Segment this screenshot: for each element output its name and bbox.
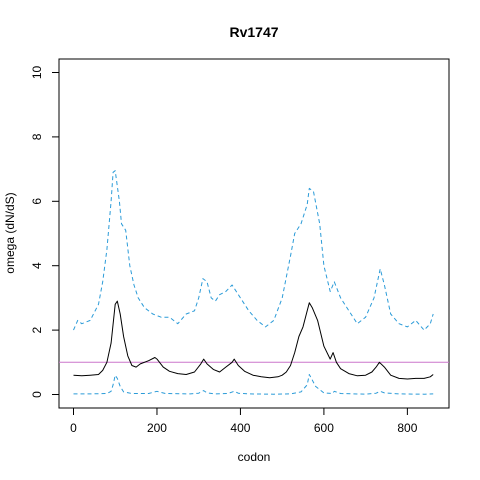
y-tick-label: 2 [30,326,44,333]
x-tick-label: 800 [397,421,417,435]
y-tick-label: 0 [30,391,44,398]
y-tick-label: 6 [30,198,44,205]
y-tick-label: 10 [30,66,44,80]
chart-title: Rv1747 [229,24,278,40]
x-tick-label: 200 [147,421,167,435]
x-tick-label: 600 [314,421,334,435]
plot-area [59,170,449,395]
upper-bound-line [73,170,434,331]
y-axis: 0 2 4 6 8 10 [30,66,60,398]
y-tick-label: 8 [30,133,44,140]
y-axis-label: omega (dN/dS) [3,192,17,273]
plot-frame [58,58,450,409]
omega-line [73,300,434,380]
y-tick-label: 4 [30,262,44,269]
x-tick-label: 400 [230,421,250,435]
x-axis-label: codon [238,450,271,464]
x-axis: 0 200 400 600 800 [70,407,418,435]
lower-bound-line [73,374,434,395]
x-tick-label: 0 [70,421,77,435]
